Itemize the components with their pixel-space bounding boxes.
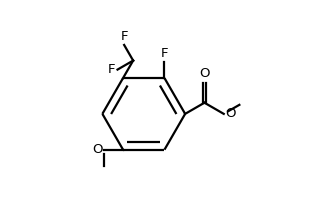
Text: O: O (92, 143, 103, 156)
Text: F: F (108, 63, 115, 76)
Text: O: O (199, 67, 210, 80)
Text: O: O (225, 107, 235, 120)
Text: F: F (121, 30, 128, 43)
Text: F: F (161, 47, 168, 60)
